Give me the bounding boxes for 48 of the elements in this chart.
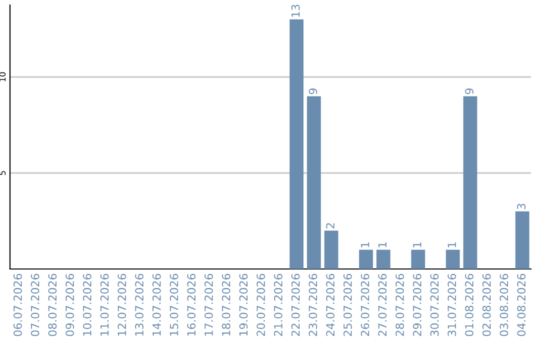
x-tick-label: 01.08.2026 xyxy=(465,274,474,336)
x-tick-label: 13.07.2026 xyxy=(135,274,144,336)
x-tick-label: 27.07.2026 xyxy=(378,274,387,336)
x-tick-label: 19.07.2026 xyxy=(239,274,248,336)
bar xyxy=(376,250,390,269)
x-tick-label: 08.07.2026 xyxy=(48,274,57,336)
x-tick-label: 04.08.2026 xyxy=(517,274,526,336)
x-tick-label: 10.07.2026 xyxy=(82,274,92,336)
data-label: 1 xyxy=(378,242,386,248)
x-tick-label: 02.08.2026 xyxy=(482,274,491,336)
x-tick-label: 17.07.2026 xyxy=(204,274,213,336)
bar xyxy=(290,19,304,269)
x-tick-label: 30.07.2026 xyxy=(430,274,439,336)
x-tick-label: 25.07.2026 xyxy=(343,274,352,336)
data-label: 1 xyxy=(413,242,422,248)
bar xyxy=(359,250,373,269)
x-tick-label: 14.07.2026 xyxy=(152,274,161,336)
x-tick-label: 11.07.2026 xyxy=(100,274,109,336)
bar xyxy=(411,250,426,269)
x-tick-label: 23.07.2026 xyxy=(308,274,318,336)
x-tick-label: 09.07.2026 xyxy=(66,274,74,336)
data-label: 13 xyxy=(291,4,300,17)
x-tick-label: 16.07.2026 xyxy=(187,274,196,336)
x-tick-label: 28.07.2026 xyxy=(396,274,404,336)
data-label: 9 xyxy=(465,88,474,94)
x-tick-label: 15.07.2026 xyxy=(170,274,178,336)
x-tick-label: 29.07.2026 xyxy=(412,274,422,336)
x-tick-label: 21.07.2026 xyxy=(274,274,282,336)
x-tick-label: 18.07.2026 xyxy=(222,274,230,336)
x-tick-label: 12.07.2026 xyxy=(118,274,126,336)
bar xyxy=(306,96,321,269)
bar xyxy=(515,211,530,269)
x-tick-label: 03.08.2026 xyxy=(500,274,508,336)
x-tick-label: 07.07.2026 xyxy=(30,274,40,336)
x-tick-label: 26.07.2026 xyxy=(360,274,370,336)
x-tick-label: 22.07.2026 xyxy=(291,274,300,336)
bar xyxy=(324,230,338,269)
data-label: 1 xyxy=(448,242,456,248)
x-tick-label: 24.07.2026 xyxy=(326,274,335,336)
data-label: 2 xyxy=(326,223,334,228)
x-tick-label: 31.07.2026 xyxy=(448,274,456,336)
data-label: 9 xyxy=(308,88,318,94)
bar xyxy=(463,96,478,269)
data-label: 3 xyxy=(517,204,526,210)
x-tick-label: 20.07.2026 xyxy=(256,274,266,336)
bar xyxy=(446,250,460,269)
data-label: 1 xyxy=(360,242,370,248)
x-tick-label: 06.07.2026 xyxy=(14,274,22,336)
